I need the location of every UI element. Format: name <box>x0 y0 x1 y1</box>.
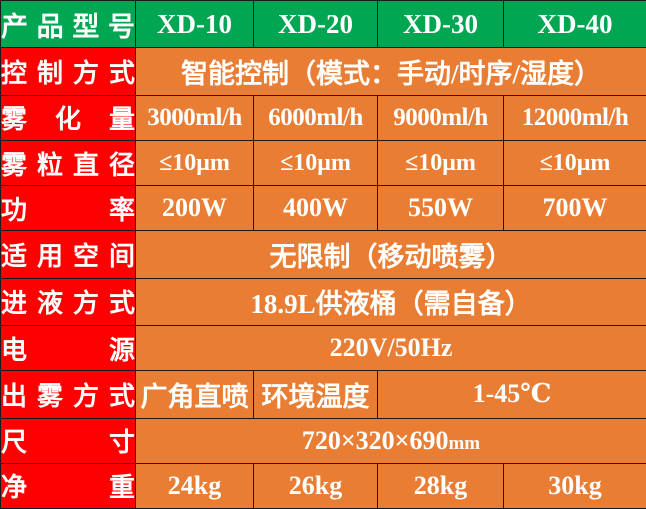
ambient-temperature-value: 1-45℃ <box>377 370 646 419</box>
row-value-power-supply: 220V/50Hz <box>135 325 646 372</box>
power-xd20: 400W <box>253 185 378 232</box>
header-model-xd10: XD-10 <box>135 0 254 49</box>
row-label-control-mode: 控制方式 <box>0 47 136 96</box>
table-row-applicable-space: 适用空间 无限制（移动喷雾） <box>0 230 646 279</box>
row-value-control-mode: 智能控制（模式：手动/时序/湿度） <box>135 47 646 96</box>
spray-mode-value: 广角直喷 <box>135 370 254 419</box>
table-row-spray-mode: 出雾方式 广角直喷 环境温度 1-45℃ <box>0 370 646 419</box>
row-label-dimensions: 尺 寸 <box>0 417 136 464</box>
header-model-xd20: XD-20 <box>253 0 378 49</box>
row-label-liquid-intake: 进液方式 <box>0 277 136 327</box>
droplet-diameter-xd10: ≤10μm <box>135 140 254 187</box>
dimensions-number: 720×320×690 <box>301 425 449 455</box>
table-row-liquid-intake: 进液方式 18.9L供液桶（需自备） <box>0 277 646 327</box>
row-label-atomization-volume: 雾 化 量 <box>0 94 136 142</box>
row-label-power-supply: 电 源 <box>0 325 136 372</box>
header-model-xd30: XD-30 <box>377 0 504 49</box>
row-label-net-weight: 净 重 <box>0 462 136 509</box>
table-row-control-mode: 控制方式 智能控制（模式：手动/时序/湿度） <box>0 47 646 96</box>
atomization-volume-xd30: 9000ml/h <box>377 94 504 142</box>
row-label-droplet-diameter: 雾粒直径 <box>0 140 136 187</box>
table-row-power: 功 率 200W 400W 550W 700W <box>0 185 646 232</box>
net-weight-xd20: 26kg <box>253 462 378 509</box>
table-row-atomization-volume: 雾 化 量 3000ml/h 6000ml/h 9000ml/h 12000ml… <box>0 94 646 142</box>
row-label-power: 功 率 <box>0 185 136 232</box>
row-value-applicable-space: 无限制（移动喷雾） <box>135 230 646 279</box>
header-label-cell: 产品型号 <box>0 0 136 49</box>
atomization-volume-xd10: 3000ml/h <box>135 94 254 142</box>
ambient-temperature-label: 环境温度 <box>253 370 378 419</box>
table-row-header: 产品型号 XD-10 XD-20 XD-30 XD-40 <box>0 0 646 49</box>
header-model-xd40: XD-40 <box>503 0 646 49</box>
net-weight-xd30: 28kg <box>377 462 504 509</box>
atomization-volume-xd40: 12000ml/h <box>503 94 646 142</box>
net-weight-xd10: 24kg <box>135 462 254 509</box>
row-value-liquid-intake: 18.9L供液桶（需自备） <box>135 277 646 327</box>
net-weight-xd40: 30kg <box>503 462 646 509</box>
row-label-spray-mode: 出雾方式 <box>0 370 136 419</box>
dimensions-unit: mm <box>448 432 481 454</box>
table-row-power-supply: 电 源 220V/50Hz <box>0 325 646 372</box>
power-xd10: 200W <box>135 185 254 232</box>
power-xd40: 700W <box>503 185 646 232</box>
droplet-diameter-xd40: ≤10μm <box>503 140 646 187</box>
power-xd30: 550W <box>377 185 504 232</box>
table-row-net-weight: 净 重 24kg 26kg 28kg 30kg <box>0 462 646 509</box>
droplet-diameter-xd20: ≤10μm <box>253 140 378 187</box>
row-value-dimensions: 720×320×690mm <box>135 417 646 464</box>
table-row-dimensions: 尺 寸 720×320×690mm <box>0 417 646 464</box>
table-row-droplet-diameter: 雾粒直径 ≤10μm ≤10μm ≤10μm ≤10μm <box>0 140 646 187</box>
row-label-applicable-space: 适用空间 <box>0 230 136 279</box>
droplet-diameter-xd30: ≤10μm <box>377 140 504 187</box>
atomization-volume-xd20: 6000ml/h <box>253 94 378 142</box>
